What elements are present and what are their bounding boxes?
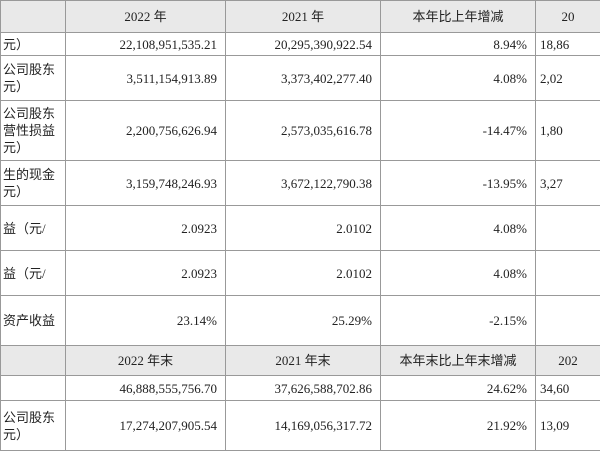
- label-line: 资产收益: [3, 312, 63, 329]
- data-cell: 4.08%: [381, 206, 536, 251]
- data-cell: 2,02: [536, 56, 600, 101]
- row-label: 生的现金元）: [1, 161, 66, 206]
- data-cell: 3,672,122,790.38: [226, 161, 381, 206]
- row-label: 资产收益: [1, 296, 66, 346]
- header-cell: 2022 年: [66, 1, 226, 33]
- data-cell: -13.95%: [381, 161, 536, 206]
- data-cell: 2.0102: [226, 206, 381, 251]
- data-cell: 2.0923: [66, 251, 226, 296]
- data-cell: 46,888,555,756.70: [66, 376, 226, 401]
- label-line: 公司股东: [3, 409, 63, 426]
- data-cell: 20,295,390,922.54: [226, 33, 381, 56]
- header-cell: 2021 年末: [226, 346, 381, 376]
- data-cell: 2,573,035,616.78: [226, 101, 381, 161]
- data-cell: 34,60: [536, 376, 600, 401]
- data-cell: 13,09: [536, 401, 600, 451]
- data-cell: 25.29%: [226, 296, 381, 346]
- label-line: 益（元/: [3, 220, 63, 237]
- data-cell: 24.62%: [381, 376, 536, 401]
- label-line: 元）: [3, 426, 63, 443]
- label-line: 公司股东: [3, 61, 63, 78]
- label-line: 公司股东: [3, 105, 63, 122]
- label-line: 营性损益: [3, 122, 63, 139]
- data-cell: 14,169,056,317.72: [226, 401, 381, 451]
- header-cell: 2021 年: [226, 1, 381, 33]
- data-cell: 18,86: [536, 33, 600, 56]
- data-cell: -2.15%: [381, 296, 536, 346]
- row-label: 公司股东营性损益元）: [1, 101, 66, 161]
- header-cell: [1, 1, 66, 33]
- data-cell: 3,511,154,913.89: [66, 56, 226, 101]
- header-cell: 20: [536, 1, 600, 33]
- header-cell: 202: [536, 346, 600, 376]
- data-cell: 4.08%: [381, 251, 536, 296]
- data-cell: 3,373,402,277.40: [226, 56, 381, 101]
- label-line: 元）: [3, 139, 63, 156]
- label-line: 生的现金: [3, 166, 63, 183]
- row-label: [1, 376, 66, 401]
- data-cell: 3,27: [536, 161, 600, 206]
- header-cell: [1, 346, 66, 376]
- data-cell: 4.08%: [381, 56, 536, 101]
- header-cell: 本年比上年增减: [381, 1, 536, 33]
- row-label: 益（元/: [1, 251, 66, 296]
- data-cell: 3,159,748,246.93: [66, 161, 226, 206]
- data-cell: [536, 206, 600, 251]
- data-cell: 2.0102: [226, 251, 381, 296]
- row-label: 益（元/: [1, 206, 66, 251]
- row-label: 公司股东元）: [1, 56, 66, 101]
- data-cell: 1,80: [536, 101, 600, 161]
- data-cell: 2.0923: [66, 206, 226, 251]
- data-cell: 2,200,756,626.94: [66, 101, 226, 161]
- data-cell: -14.47%: [381, 101, 536, 161]
- label-line: 元）: [3, 183, 63, 200]
- label-line: 元）: [3, 36, 63, 53]
- data-cell: 37,626,588,702.86: [226, 376, 381, 401]
- data-cell: 8.94%: [381, 33, 536, 56]
- data-cell: [536, 296, 600, 346]
- header-cell: 2022 年末: [66, 346, 226, 376]
- data-cell: 17,274,207,905.54: [66, 401, 226, 451]
- data-cell: 21.92%: [381, 401, 536, 451]
- row-label: 元）: [1, 33, 66, 56]
- data-cell: 23.14%: [66, 296, 226, 346]
- data-cell: [536, 251, 600, 296]
- row-label: 公司股东元）: [1, 401, 66, 451]
- label-line: 益（元/: [3, 265, 63, 282]
- header-cell: 本年末比上年末增减: [381, 346, 536, 376]
- label-line: 元）: [3, 78, 63, 95]
- data-cell: 22,108,951,535.21: [66, 33, 226, 56]
